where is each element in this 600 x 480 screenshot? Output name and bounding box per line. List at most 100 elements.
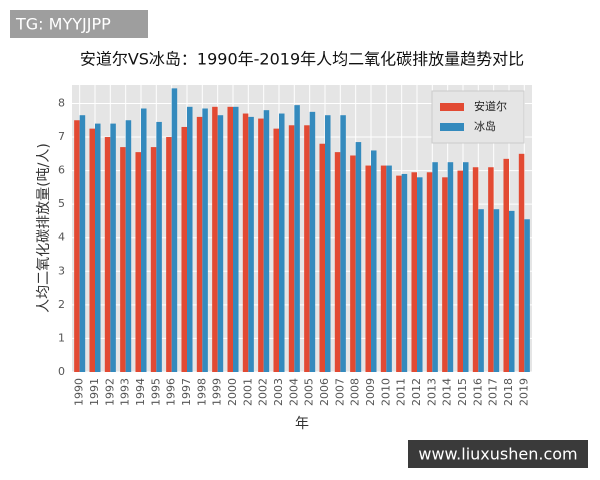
bar: [187, 106, 193, 372]
bar: [120, 147, 126, 372]
bar: [432, 162, 438, 372]
x-tick-label: 2019: [517, 378, 530, 406]
bar: [202, 108, 208, 373]
watermark: TG: MYYJJPP: [15, 15, 111, 34]
x-tick-label: 2001: [241, 378, 254, 406]
bar: [309, 111, 316, 373]
bar: [350, 155, 356, 372]
watermark-box: [408, 440, 588, 468]
bar: [263, 110, 270, 372]
y-tick-label: 7: [58, 130, 65, 143]
x-tick-label: 2005: [303, 378, 316, 406]
bar: [217, 115, 224, 373]
bar: [273, 128, 279, 372]
bar: [135, 152, 141, 372]
x-tick-label: 2009: [364, 378, 377, 406]
bar: [380, 165, 387, 372]
bar: [411, 172, 417, 372]
x-tick-label: 2014: [441, 378, 454, 406]
bar: [304, 125, 310, 372]
y-tick-label: 6: [58, 164, 65, 177]
watermark: www.liuxushen.com: [418, 445, 577, 464]
y-tick-label: 1: [58, 331, 65, 344]
bar: [141, 108, 147, 373]
bar: [166, 137, 172, 372]
bar: [319, 143, 325, 372]
chart-title: 安道尔VS冰岛：1990年-2019年人均二氧化碳排放量趋势对比: [80, 50, 524, 69]
x-tick-label: 2017: [487, 378, 500, 406]
x-tick-label: 1997: [180, 378, 193, 406]
bar: [110, 123, 116, 372]
x-tick-label: 2000: [226, 378, 239, 406]
legend-swatch: [440, 103, 464, 111]
x-tick-label: 2013: [425, 378, 438, 406]
bar: [95, 123, 101, 372]
y-tick-label: 3: [58, 264, 65, 277]
legend-box: [431, 90, 525, 144]
legend-label: 安道尔: [474, 99, 507, 113]
bar: [463, 162, 469, 372]
bar: [248, 116, 254, 372]
x-tick-label: 2002: [257, 378, 270, 406]
bar: [493, 209, 500, 372]
bar: [386, 165, 392, 372]
x-tick-label: 1991: [88, 378, 101, 406]
bar: [503, 158, 509, 372]
x-tick-label: 2012: [410, 378, 423, 406]
x-tick-label: 1996: [165, 378, 178, 406]
y-tick-label: 4: [58, 231, 65, 244]
bar: [242, 113, 249, 372]
x-tick-label: 2003: [272, 378, 285, 406]
legend-label: 冰岛: [474, 119, 496, 133]
bar: [457, 170, 463, 372]
x-tick-label: 1994: [134, 378, 147, 406]
x-tick-label: 1990: [73, 378, 86, 406]
bar: [355, 142, 362, 372]
x-tick-label: 1992: [103, 378, 116, 406]
bar: [447, 162, 454, 372]
y-axis-label: 人均二氧化碳排放量(吨/人): [36, 143, 52, 313]
y-tick-label: 5: [58, 197, 65, 210]
x-tick-label: 2004: [287, 378, 300, 406]
bar: [74, 120, 80, 373]
bar: [227, 106, 233, 372]
bar: [89, 128, 95, 372]
bar: [196, 116, 203, 372]
bar: [171, 88, 178, 373]
bar: [524, 219, 530, 372]
x-tick-label: 1998: [195, 378, 208, 406]
y-tick-label: 2: [58, 298, 65, 311]
bar: [417, 177, 423, 372]
bar: [401, 173, 408, 372]
x-tick-label: 2010: [379, 378, 392, 406]
bar: [156, 121, 162, 372]
bar: [472, 167, 479, 372]
bar: [396, 175, 402, 372]
bar: [212, 106, 218, 372]
x-tick-label: 2011: [395, 378, 408, 406]
bar: [258, 118, 264, 372]
bar: [371, 150, 377, 372]
x-tick-label: 2008: [349, 378, 362, 406]
x-tick-label: 2007: [333, 378, 346, 406]
bar: [181, 126, 187, 372]
x-axis-label: 年: [295, 416, 309, 432]
bar: [426, 172, 433, 372]
bar: [442, 177, 448, 372]
y-tick-label: 0: [58, 365, 65, 378]
x-tick-label: 1995: [149, 378, 162, 406]
bar: [334, 152, 341, 372]
y-tick-label: 8: [58, 96, 65, 109]
bar: [150, 147, 157, 372]
bar: [478, 209, 484, 372]
x-tick-label: 2006: [318, 378, 331, 406]
bar: [104, 137, 111, 372]
x-tick-label: 2015: [456, 378, 469, 406]
bar: [509, 210, 515, 372]
legend-swatch: [440, 123, 464, 131]
bar: [279, 113, 285, 372]
bar: [365, 165, 371, 372]
x-tick-label: 2016: [471, 378, 484, 406]
bar: [233, 106, 239, 372]
